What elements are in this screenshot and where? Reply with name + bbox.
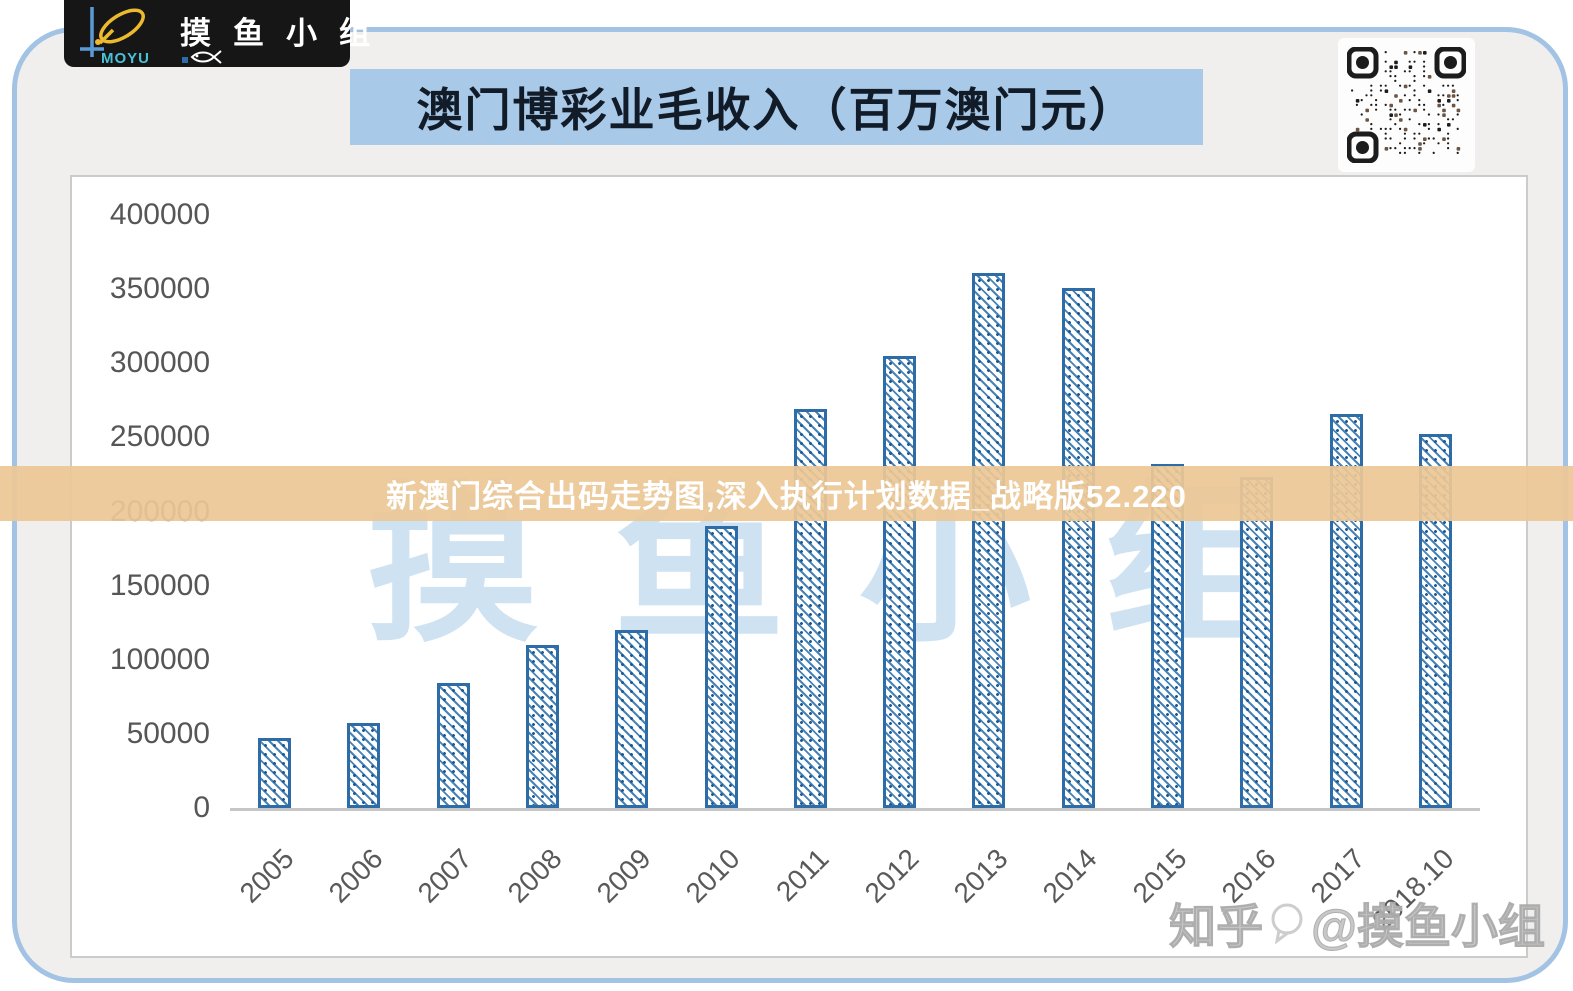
logo-brand-text: 摸鱼小组 [180, 16, 392, 51]
bar-2015 [1151, 464, 1184, 808]
bar-2008 [526, 644, 559, 808]
overlay-banner: 新澳门综合出码走势图,深入执行计划数据_战略版52.220 [0, 466, 1573, 521]
bar-chart-plot: 0500001000001500002000002500003000003500… [72, 177, 1526, 956]
bar-2013 [972, 272, 1006, 808]
bar-2016 [1240, 477, 1274, 808]
y-tick-label: 100000 [109, 642, 210, 676]
y-tick-label: 400000 [109, 198, 210, 231]
fish-icon [190, 50, 222, 64]
y-tick-label: 0 [193, 791, 210, 824]
x-tick-label: 2006 [322, 842, 389, 909]
speech-bubble-icon [1271, 903, 1303, 944]
y-tick-label: 150000 [109, 568, 210, 602]
y-tick-label: 250000 [109, 420, 210, 454]
y-tick-label: 50000 [126, 716, 210, 750]
x-tick-label: 2007 [411, 842, 478, 909]
qr-code-icon [1347, 47, 1466, 163]
bar-2012 [883, 355, 917, 808]
zhihu-watermark-prefix: 知乎 [1169, 900, 1264, 954]
x-tick-label: 2009 [590, 842, 657, 909]
bar-2006 [347, 722, 381, 808]
bar-2009 [615, 630, 649, 808]
page-title: 澳门博彩业毛收入（百万澳门元） [416, 84, 1137, 136]
moyu-fish-logo-icon: MOYU [80, 6, 150, 66]
zhihu-watermark: 知乎 @摸鱼小组 [1169, 888, 1546, 957]
zhihu-watermark-handle: @摸鱼小组 [1311, 900, 1546, 954]
moyu-logo: MOYU 摸鱼小组 [64, 0, 370, 69]
y-tick-label: 350000 [109, 272, 210, 306]
y-tick-label: 300000 [109, 346, 210, 380]
x-tick-label: 2011 [770, 842, 835, 908]
x-tick-label: 2012 [858, 842, 925, 909]
x-axis-line [230, 808, 1480, 811]
overlay-banner-text: 新澳门综合出码走势图,深入执行计划数据_战略版52.220 [386, 479, 1187, 514]
bar-2014 [1061, 287, 1095, 808]
chart-title-bar: 澳门博彩业毛收入（百万澳门元） [350, 69, 1203, 145]
qr-code [1338, 38, 1475, 172]
bar-2010 [704, 526, 738, 808]
x-tick-label: 2010 [679, 842, 746, 909]
svg-text:MOYU: MOYU [101, 50, 150, 66]
x-tick-label: 2013 [947, 842, 1014, 909]
logo-divider [182, 50, 334, 69]
x-tick-label: 2014 [1036, 842, 1103, 909]
chart-panel: 摸鱼小组 05000010000015000020000025000030000… [70, 175, 1528, 958]
bar-2005 [258, 738, 292, 808]
bar-2007 [436, 683, 470, 808]
x-tick-label: 2005 [233, 842, 300, 909]
x-tick-label: 2008 [501, 842, 568, 909]
